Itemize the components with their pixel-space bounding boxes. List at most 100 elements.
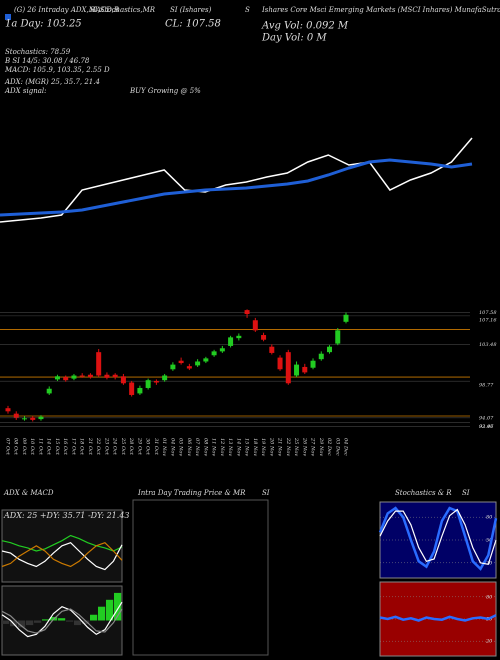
x-tick-label: 27 Nov <box>310 437 316 456</box>
icon <box>5 14 11 20</box>
candle-body <box>137 387 143 394</box>
candle-body <box>211 351 217 356</box>
y-tick-label: 80 <box>486 515 493 521</box>
x-tick-label: 29 Oct <box>136 437 142 456</box>
x-tick-label: 18 Oct <box>79 438 85 456</box>
candle-body <box>236 335 242 339</box>
candle-body <box>46 388 52 394</box>
candle-body <box>277 357 283 370</box>
x-tick-label: 02 Dec <box>326 438 332 456</box>
histogram-bar <box>82 620 90 624</box>
candle-body <box>327 346 333 353</box>
x-tick-label: 30 Oct <box>145 438 151 456</box>
x-tick-label: 11 Oct <box>37 438 43 456</box>
y-tick-label: 98.77 <box>479 383 494 389</box>
x-tick-label: 12 Nov <box>219 438 225 456</box>
x-tick-label: 03 Dec <box>334 438 340 456</box>
x-tick-label: 21 Nov <box>277 437 283 456</box>
header-text: SI (Ishares) <box>170 6 212 14</box>
header-text: ADX signal: <box>4 87 46 95</box>
line-series <box>1 608 123 634</box>
candle-body <box>178 360 184 364</box>
x-tick-label: 01 Nov <box>161 438 167 456</box>
histogram-bar <box>34 620 42 623</box>
header-text: Avg Vol: 0.092 M <box>261 21 349 32</box>
x-tick-label: 25 Oct <box>120 437 126 456</box>
x-tick-label: 18 Nov <box>252 438 258 456</box>
panel-title: Intra Day Trading Price & MR <box>137 489 246 497</box>
x-tick-label: 25 Nov <box>293 437 299 456</box>
candle-body <box>87 374 93 378</box>
histogram-bar <box>18 620 26 628</box>
header-text: 1a Day: 103.25 <box>5 19 82 30</box>
x-tick-label: 20 Nov <box>268 437 274 456</box>
candle-body <box>79 375 85 377</box>
candle-body <box>318 353 324 360</box>
x-tick-label: 07 Oct <box>5 438 11 456</box>
candle-body <box>5 408 11 412</box>
candle-body <box>71 375 77 379</box>
header-text: CL: 107.58 <box>165 19 221 30</box>
x-tick-label: 10 Oct <box>29 438 35 456</box>
x-tick-label: 29 Nov <box>318 437 324 456</box>
x-tick-label: 17 Oct <box>70 438 76 456</box>
panel-title: SI <box>262 489 270 497</box>
histogram-bar <box>26 620 34 626</box>
candle-body <box>302 366 308 373</box>
x-tick-label: 22 Nov <box>285 437 291 456</box>
candle-body <box>335 330 341 344</box>
x-tick-label: 05 Nov <box>178 438 184 456</box>
candle-body <box>145 380 151 388</box>
x-tick-label: 14 Nov <box>235 438 241 456</box>
line-series <box>379 614 497 622</box>
candle-body <box>244 310 250 315</box>
candle-body <box>203 358 209 362</box>
histogram-bar <box>2 620 10 624</box>
header-text: Stochastics: 78.59 <box>5 48 71 56</box>
x-tick-label: 08 Oct <box>13 438 19 456</box>
candle-body <box>120 376 126 384</box>
header-text: (G) 26 Intraday ADX,MACD,B <box>14 6 119 14</box>
panel-title: SI <box>462 489 470 497</box>
candle-body <box>63 377 69 381</box>
candle-body <box>104 374 110 378</box>
candle-body <box>310 360 316 368</box>
candle-body <box>129 382 135 395</box>
histogram-bar <box>90 614 98 621</box>
header-text: Day Vol: 0 M <box>261 33 327 44</box>
x-tick-label: 31 Oct <box>153 438 159 456</box>
panel-title: ADX & MACD <box>3 489 54 497</box>
line-series <box>1 534 123 552</box>
candle-body <box>21 418 27 420</box>
candle-body <box>269 346 275 353</box>
line-series <box>1 542 123 571</box>
x-tick-label: 23 Oct <box>103 437 109 456</box>
x-tick-label: 19 Nov <box>260 438 266 456</box>
y-tick-label: 94.07 <box>479 415 494 421</box>
x-tick-label: 22 Oct <box>95 437 101 456</box>
header-text: S <box>245 6 250 14</box>
x-tick-label: 14 Oct <box>46 438 52 456</box>
header-text: SI,Stochastics,MR <box>90 6 156 14</box>
x-tick-label: 26 Nov <box>301 437 307 456</box>
candle-body <box>112 374 118 378</box>
x-tick-label: 07 Nov <box>194 438 200 456</box>
candle-body <box>162 375 168 381</box>
candle-body <box>252 320 258 331</box>
candle-body <box>261 335 267 340</box>
histogram-bar <box>106 599 114 621</box>
x-tick-label: 21 Oct <box>87 437 93 456</box>
candle-body <box>228 337 234 346</box>
candle-body <box>170 364 176 370</box>
header-text: MACD: 105.9, 103.35, 2.55 D <box>4 66 110 74</box>
line-series <box>0 158 473 217</box>
histogram-bar <box>98 606 106 621</box>
candle-body <box>195 361 201 366</box>
x-tick-label: 15 Oct <box>54 438 60 456</box>
x-tick-label: 04 Nov <box>169 438 175 456</box>
candle-body <box>153 380 159 383</box>
y-tick-label: 107.16 <box>479 317 497 323</box>
x-tick-label: 13 Nov <box>227 438 233 456</box>
